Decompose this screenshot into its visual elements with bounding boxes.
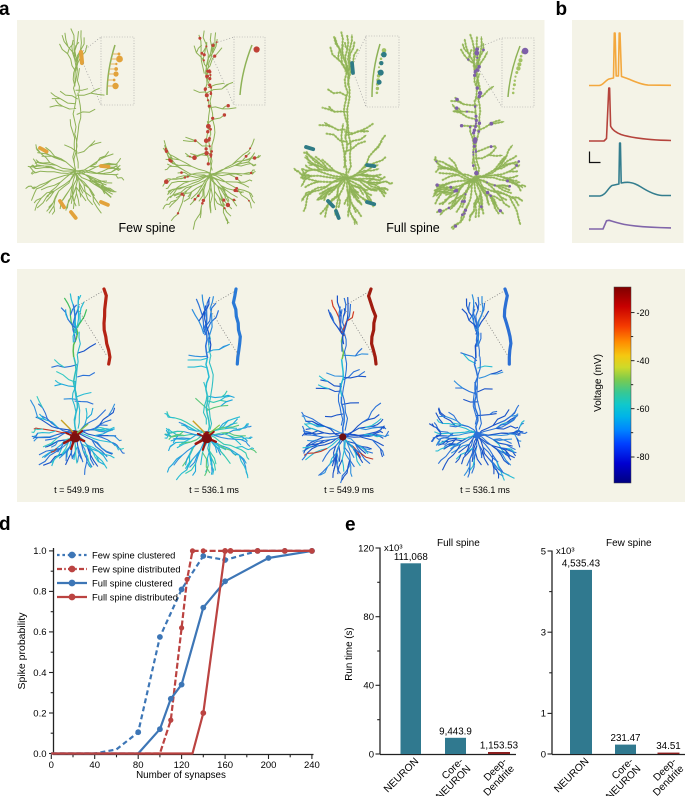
svg-text:1,153.53: 1,153.53 [480,741,519,752]
svg-text:40: 40 [363,681,374,692]
svg-text:Full spine clustered: Full spine clustered [92,577,173,588]
svg-text:t = 549.9 ms: t = 549.9 ms [324,485,374,495]
svg-text:-80: -80 [637,452,650,462]
svg-text:-40: -40 [637,356,650,366]
svg-text:Few spine: Few spine [606,538,652,549]
svg-text:Number of synapses: Number of synapses [136,770,226,781]
svg-text:Few spine clustered: Few spine clustered [92,549,175,560]
svg-text:0.8: 0.8 [33,587,46,598]
svg-text:111,068: 111,068 [394,552,429,563]
svg-text:240: 240 [304,760,320,771]
svg-text:0.6: 0.6 [33,627,46,638]
svg-text:x10³: x10³ [384,543,402,554]
svg-text:0: 0 [369,749,374,760]
svg-text:e: e [345,515,356,536]
svg-text:Few spine: Few spine [119,221,176,235]
svg-text:-60: -60 [637,404,650,414]
svg-text:t = 549.9 ms: t = 549.9 ms [54,485,104,495]
svg-text:x10³: x10³ [556,546,574,557]
svg-text:4,535.43: 4,535.43 [562,558,601,569]
svg-text:Few spine distributed: Few spine distributed [92,563,181,574]
svg-text:0.2: 0.2 [33,708,46,719]
svg-text:231.47: 231.47 [611,733,641,744]
svg-text:c: c [0,247,11,268]
svg-text:0.4: 0.4 [33,668,46,679]
svg-text:Voltage (mV): Voltage (mV) [593,354,604,412]
svg-text:1: 1 [541,709,546,720]
svg-text:34.51: 34.51 [656,741,681,752]
svg-text:80: 80 [133,760,144,771]
svg-text:200: 200 [261,760,277,771]
svg-text:Full spine distributed: Full spine distributed [92,591,178,602]
svg-text:t = 536.1 ms: t = 536.1 ms [189,485,239,495]
svg-text:120: 120 [358,543,374,554]
svg-text:5: 5 [541,546,546,557]
svg-text:160: 160 [217,760,233,771]
svg-text:0: 0 [49,760,54,771]
svg-text:9,443.9: 9,443.9 [439,726,472,737]
svg-text:120: 120 [174,760,190,771]
svg-text:40: 40 [89,760,100,771]
svg-text:d: d [0,514,11,535]
svg-text:-20: -20 [637,308,650,318]
svg-text:0.0: 0.0 [33,749,46,760]
svg-text:Spike probability: Spike probability [16,612,28,690]
svg-text:t = 536.1 ms: t = 536.1 ms [460,485,510,495]
svg-text:3: 3 [541,628,546,639]
svg-text:a: a [0,0,10,20]
svg-text:Full spine: Full spine [386,221,440,235]
svg-text:Full spine: Full spine [437,538,480,549]
svg-text:80: 80 [363,612,374,623]
svg-text:Run time (s): Run time (s) [344,627,355,680]
svg-text:0: 0 [541,749,546,760]
svg-text:1.0: 1.0 [33,546,46,557]
svg-text:b: b [556,0,568,20]
